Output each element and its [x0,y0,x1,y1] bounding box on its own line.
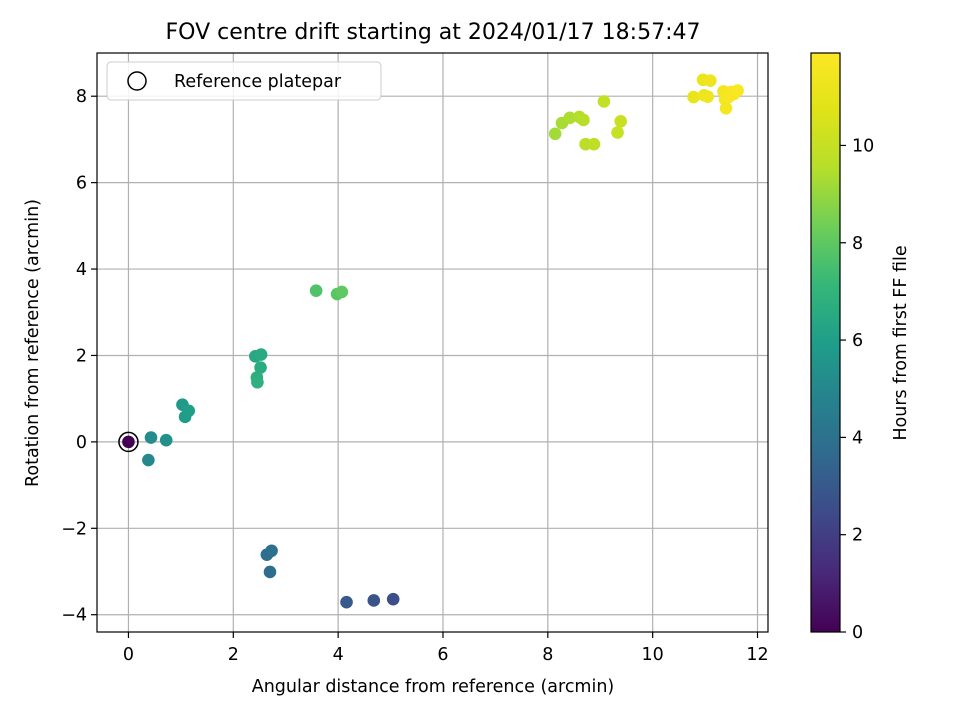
x-tick-label: 0 [123,645,134,665]
x-tick-label: 8 [542,645,553,665]
data-point [611,126,624,139]
x-tick-label: 10 [642,645,664,665]
data-point [254,361,267,374]
y-tick-label: −4 [61,606,87,626]
data-point [142,453,155,467]
data-point [251,375,264,389]
points-layer [142,73,744,609]
data-point [265,544,278,558]
data-point [704,74,717,87]
data-point [563,111,577,125]
data-point [687,90,700,104]
x-tick-label: 4 [333,645,344,665]
x-tick-label: 2 [228,645,239,665]
colorbar-tick-label: 6 [852,331,863,351]
data-point [614,114,627,128]
data-point [386,592,400,606]
data-point [367,594,381,607]
plot-frame [96,52,769,633]
y-axis: −4 −2 0 2 4 6 8 [61,87,97,626]
colorbar-ticks: 0 2 4 6 8 10 [840,136,874,643]
colorbar-tick-label: 10 [852,136,874,156]
y-tick-label: 2 [76,346,87,366]
colorbar [810,52,841,633]
grid [97,53,768,632]
data-point [335,285,349,299]
data-point [182,404,196,418]
x-tick-label: 6 [437,645,448,665]
colorbar-tick-label: 4 [852,428,863,448]
colorbar-tick-label: 8 [852,234,863,254]
chart-title: FOV centre drift starting at 2024/01/17 … [166,20,701,45]
y-tick-label: 8 [76,87,87,107]
y-tick-label: 6 [76,174,87,194]
reference-marker [118,431,139,453]
colorbar-label: Hours from first FF file [891,245,911,440]
reference-point [122,435,135,449]
legend-box [106,61,382,101]
data-point [254,348,268,361]
x-axis-label: Angular distance from reference (arcmin) [252,677,615,697]
data-point [309,284,323,297]
legend-entry: Reference platepar [174,72,342,92]
y-tick-label: 4 [76,260,87,280]
data-point [719,102,733,115]
colorbar-tick-label: 0 [852,623,863,643]
data-point [548,127,562,141]
y-axis-label: Rotation from reference (arcmin) [23,199,43,487]
colorbar-tick-label: 2 [852,526,863,546]
data-point [577,113,590,127]
x-axis: 0 2 4 6 8 10 12 [123,632,769,665]
data-point [701,90,715,103]
reference-layer [118,431,139,453]
data-point [597,95,611,108]
legend: Reference platepar [106,61,382,101]
data-point [144,431,158,444]
x-tick-label: 12 [746,645,768,665]
data-point [159,433,173,447]
data-point [731,84,744,97]
data-point [263,565,277,579]
legend-marker [127,71,147,91]
data-point [587,137,601,151]
y-tick-label: −2 [61,519,87,539]
data-point [340,595,353,609]
y-tick-label: 0 [76,433,87,453]
